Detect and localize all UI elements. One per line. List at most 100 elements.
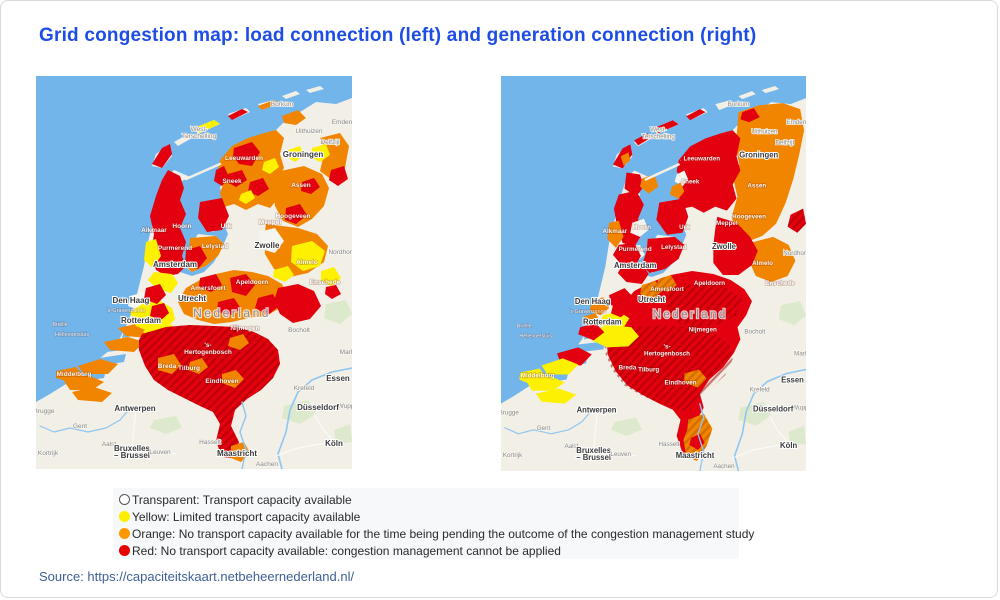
region-patch-orange: [589, 297, 610, 316]
map-label-hoogeveen: Hoogeveen: [275, 213, 310, 220]
map-label--s-gravenzande: 's-Gravenzande: [107, 308, 146, 314]
region-patch-red: [713, 216, 758, 276]
map-label-leeuwarden: Leeuwarden: [225, 155, 263, 162]
map-label-den-haag: Den Haag: [575, 297, 611, 306]
map-label-brielle: Brielle: [52, 322, 67, 328]
region-patch-red: [609, 288, 635, 310]
map-label-aachen: Aachen: [713, 463, 735, 470]
region-patch-red: [185, 246, 207, 269]
region-patch-yellow: [291, 241, 325, 271]
map-label-gent: Gent: [73, 423, 87, 430]
map-label-marl: Marl: [794, 350, 806, 357]
region-patch-orange: [282, 110, 306, 125]
map-label-hoorn: Hoorn: [172, 223, 191, 230]
map-label-d-sseldorf: Düsseldorf: [297, 403, 339, 412]
map-label-amersfoort: Amersfoort: [650, 286, 685, 293]
region-patch-orange: [731, 103, 805, 242]
map-label-bocholt: Bocholt: [744, 328, 765, 335]
map-label-essen: Essen: [781, 375, 804, 384]
map-label-urk: Urk: [221, 223, 232, 230]
map-label-wupper: Wupper: [338, 403, 352, 410]
map-label-essen: Essen: [326, 374, 350, 383]
load-connection-map-svg: Borkum Emden Uithuizen Delfzijl West-Tersche…: [36, 76, 352, 469]
source-link[interactable]: Source: https://capaciteitskaart.netbehe…: [39, 569, 355, 584]
region-patch-orange: [56, 367, 84, 383]
legend-transparent-dot-icon: [119, 494, 130, 505]
map-label-nederland: Nederland: [193, 306, 271, 320]
region-patch-yellow: [194, 120, 220, 133]
map-label-kortrijk: Kortrijk: [38, 450, 59, 457]
region-patch-red: [198, 198, 229, 232]
map-label-d-sseldorf: Düsseldorf: [753, 405, 794, 414]
map-label-utrecht: Utrecht: [178, 294, 206, 303]
map-label-groningen: Groningen: [739, 150, 778, 159]
region-patch-orange: [78, 359, 118, 374]
map-label-antwerpen: Antwerpen: [577, 406, 617, 415]
region-patch-red: [217, 298, 241, 316]
region-patch-orange: [188, 358, 208, 374]
map-label-zwolle: Zwolle: [255, 241, 280, 250]
map-label-sneek: Sneek: [681, 178, 700, 185]
legend-item-label: Orange: No transport capacity available …: [132, 526, 755, 541]
map-label-borkum: Borkum: [271, 101, 293, 108]
map-label-sneek: Sneek: [222, 178, 242, 185]
map-label-bruxelles: Bruxelles – Brussel: [114, 444, 151, 460]
map-label-alkmaar: Alkmaar: [603, 228, 628, 235]
region-patch-red: [740, 108, 760, 123]
map-label-enschede: Enschede: [765, 280, 795, 287]
legend-item-yellow: Yellow: Limited transport capacity avail…: [119, 508, 731, 525]
map-label-apeldoorn: Apeldoorn: [694, 280, 725, 287]
map-label-meppel: Meppel: [716, 220, 738, 227]
map-label-delfzijl: Delfzijl: [320, 139, 340, 146]
map-label-groningen: Groningen: [283, 150, 324, 159]
map-label-nijmegen: Nijmegen: [689, 326, 717, 333]
map-label-leuven: Leuven: [149, 449, 171, 456]
map-label-enschede: Enschede: [310, 279, 341, 286]
map-label-utrecht: Utrecht: [638, 295, 665, 304]
map-label-uithuizen: Uithuizen: [295, 128, 322, 135]
map-label-rotterdam: Rotterdam: [583, 317, 622, 326]
region-patch-orange: [228, 334, 249, 350]
region-patch-red: [653, 120, 679, 134]
map-label-bruxelles: Bruxelles – Brussel: [576, 446, 611, 462]
legend-red-dot-icon: [119, 545, 130, 556]
legend-item-transparent: Transparent: Transport capacity availabl…: [119, 491, 731, 508]
legend-item-red: Red: No transport capacity available: co…: [119, 542, 731, 559]
region-patch-orange: [607, 220, 624, 248]
map-label-hoorn: Hoorn: [633, 224, 652, 231]
map-label-urk: Urk: [679, 224, 690, 231]
load-connection-map: Borkum Emden Uithuizen Delfzijl West-Tersche…: [36, 76, 352, 469]
region-patch-orange: [72, 387, 112, 402]
map-label-breda: Breda: [158, 363, 177, 370]
map-label-almelo: Almelo: [296, 259, 318, 266]
map-label-leeuwarden: Leeuwarden: [683, 155, 720, 162]
figure-title: Grid congestion map: load connection (le…: [39, 25, 757, 46]
legend: Transparent: Transport capacity availabl…: [113, 488, 754, 559]
region-patch-hatch_orange: [656, 275, 677, 293]
map-label--s-gravenzande: 's-Gravenzande: [569, 309, 606, 315]
map-label-hellevoetsluis: Hellevoetsluis: [519, 333, 552, 339]
map-label-krefeld: Krefeld: [294, 385, 315, 392]
region-patch-hatch_red: [667, 281, 743, 328]
legend-item-orange: Orange: No transport capacity available …: [119, 525, 754, 542]
map-label-nijmegen: Nijmegen: [230, 325, 259, 332]
legend-item-label: Red: No transport capacity available: co…: [132, 543, 561, 558]
map-label-k-ln: Köln: [325, 439, 343, 448]
map-label-krefeld: Krefeld: [750, 386, 770, 393]
region-patch-orange: [222, 370, 244, 388]
region-patch-red: [578, 323, 605, 341]
map-label-aalst: Aalst: [564, 443, 578, 450]
region-patch-red: [228, 109, 248, 120]
region-patch-white: [630, 218, 649, 237]
map-label-leuven: Leuven: [610, 451, 631, 458]
map-label-wupper: Wupper: [792, 405, 806, 412]
map-label-nordhorn: Nordhorn: [328, 249, 352, 256]
map-label-apeldoorn: Apeldoorn: [236, 279, 269, 286]
region-patch-red: [641, 236, 685, 273]
map-label-middelburg: Middelburg: [521, 372, 555, 379]
map-label-eindhoven: Eindhoven: [205, 378, 238, 385]
map-label-emden: Emden: [332, 119, 352, 126]
map-label-west-: West-Terschelling: [182, 126, 217, 140]
region-patch-yellow: [535, 388, 577, 404]
